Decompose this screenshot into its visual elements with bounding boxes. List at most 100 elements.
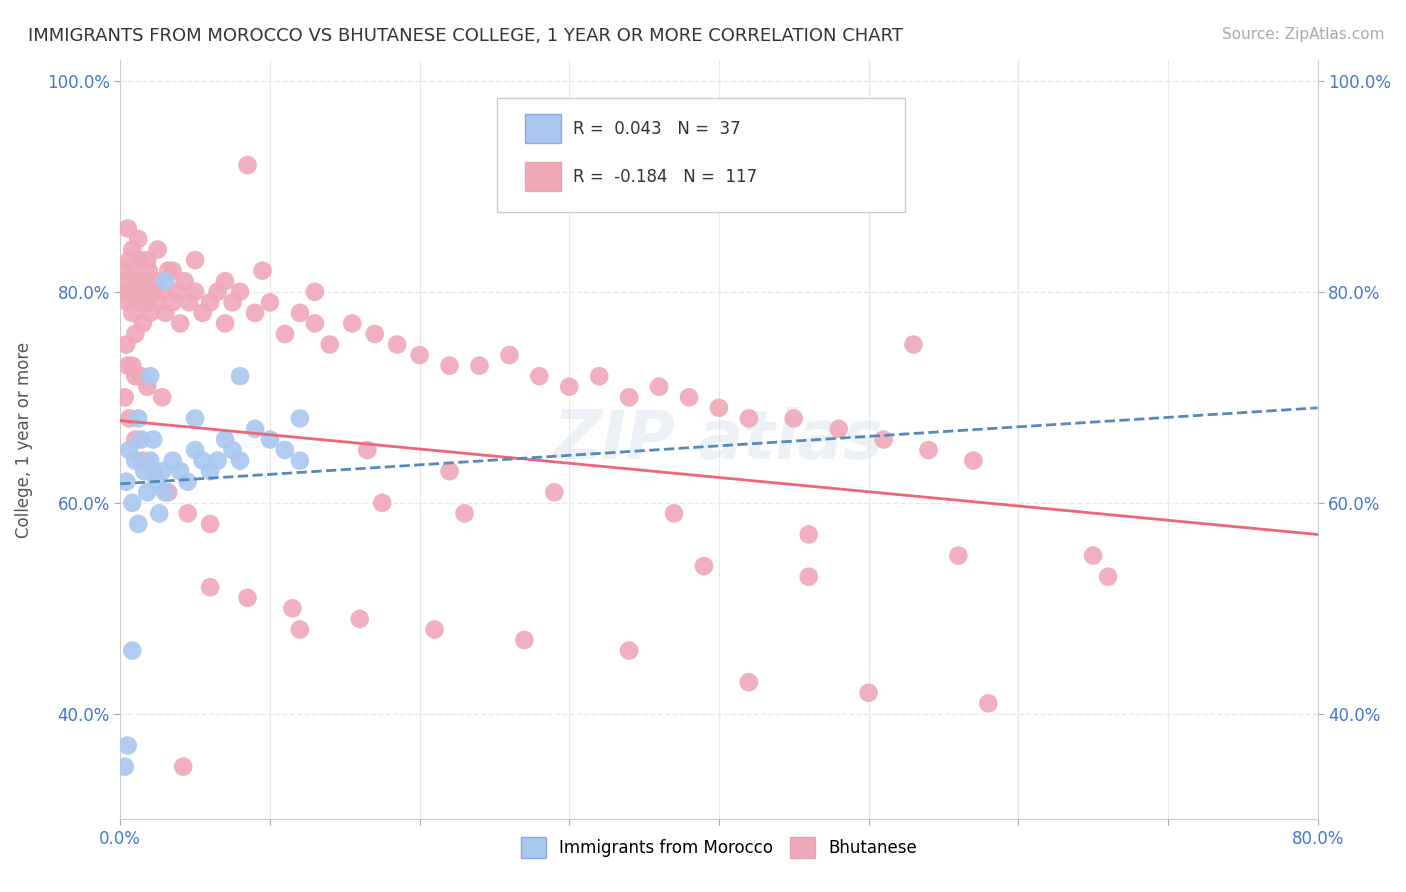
Point (858, 686, 880, 700)
Point (127, 516, 149, 531)
Point (977, 696, 1000, 710)
Point (259, 295, 281, 310)
Point (142, 464, 165, 478)
Point (169, 317, 191, 331)
FancyBboxPatch shape (524, 114, 561, 144)
Point (191, 306, 214, 320)
Point (198, 580, 221, 594)
Point (364, 326, 387, 341)
Point (288, 623, 311, 637)
Point (184, 443, 207, 458)
Point (371, 496, 394, 510)
Point (121, 243, 143, 257)
Point (162, 263, 184, 277)
Point (693, 559, 716, 574)
Point (142, 285, 165, 299)
Point (118, 411, 141, 425)
Point (136, 253, 159, 268)
Point (588, 369, 610, 384)
Point (128, 253, 150, 268)
Point (136, 380, 159, 394)
Point (274, 326, 297, 341)
Point (121, 496, 143, 510)
Point (423, 623, 446, 637)
Point (385, 337, 408, 351)
Point (648, 380, 671, 394)
Point (342, 317, 364, 331)
Point (132, 317, 155, 331)
Point (172, 759, 194, 773)
Point (129, 285, 152, 299)
Point (827, 422, 849, 436)
Point (917, 443, 939, 458)
Point (198, 464, 221, 478)
Text: R =  -0.184   N =  117: R = -0.184 N = 117 (572, 168, 756, 186)
Point (148, 507, 170, 521)
Point (962, 453, 984, 467)
Point (124, 326, 146, 341)
Point (304, 317, 326, 331)
Point (872, 433, 894, 447)
Point (738, 411, 761, 425)
Point (903, 337, 925, 351)
Point (229, 453, 252, 467)
Point (138, 263, 160, 277)
Point (184, 285, 207, 299)
Point (135, 285, 157, 299)
Point (198, 295, 221, 310)
Point (453, 507, 475, 521)
Point (145, 475, 167, 489)
Point (150, 390, 173, 404)
Point (153, 306, 176, 320)
Point (498, 348, 520, 362)
Point (252, 263, 274, 277)
Point (198, 516, 221, 531)
Point (288, 411, 311, 425)
Point (157, 263, 180, 277)
Point (243, 306, 266, 320)
Point (243, 422, 266, 436)
Point (112, 285, 135, 299)
Point (117, 739, 139, 753)
FancyBboxPatch shape (524, 162, 561, 191)
Point (150, 464, 173, 478)
Point (124, 433, 146, 447)
Point (173, 274, 195, 288)
Point (236, 591, 259, 605)
Point (129, 433, 152, 447)
Point (114, 759, 136, 773)
Point (191, 453, 214, 467)
Point (207, 285, 229, 299)
Point (134, 274, 156, 288)
Y-axis label: College, 1 year or more: College, 1 year or more (15, 342, 32, 538)
Point (184, 411, 207, 425)
Point (229, 285, 252, 299)
Point (783, 411, 806, 425)
Point (288, 453, 311, 467)
Point (124, 369, 146, 384)
Legend: Immigrants from Morocco, Bhutanese: Immigrants from Morocco, Bhutanese (515, 830, 924, 864)
Point (134, 464, 156, 478)
Point (214, 317, 236, 331)
Point (146, 295, 169, 310)
Point (121, 306, 143, 320)
Point (221, 295, 243, 310)
Point (214, 274, 236, 288)
Point (738, 675, 761, 690)
Text: Source: ZipAtlas.com: Source: ZipAtlas.com (1222, 27, 1385, 42)
Point (117, 359, 139, 373)
Point (662, 507, 685, 521)
Point (142, 433, 165, 447)
Point (214, 433, 236, 447)
Point (179, 295, 201, 310)
Point (162, 453, 184, 467)
Point (118, 443, 141, 458)
Point (166, 285, 188, 299)
Point (176, 507, 198, 521)
Point (356, 443, 378, 458)
Point (617, 390, 640, 404)
Point (117, 221, 139, 235)
Point (229, 369, 252, 384)
Point (121, 359, 143, 373)
Point (274, 443, 297, 458)
